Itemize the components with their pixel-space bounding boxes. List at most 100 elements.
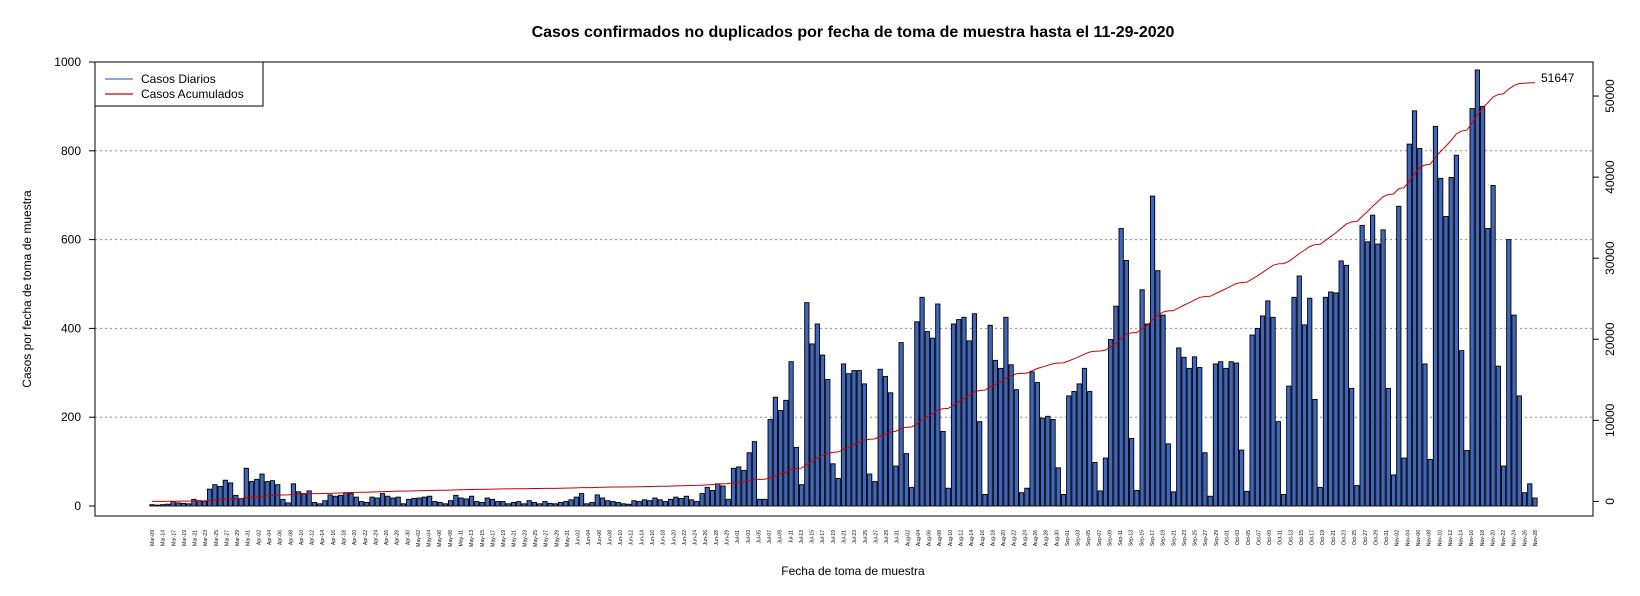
plot-frame: [94, 61, 1594, 517]
bar: [317, 503, 323, 507]
bar: [971, 313, 978, 507]
x-tick-label: Apr-28: [395, 530, 401, 545]
bar: [306, 490, 312, 507]
bar: [683, 495, 689, 507]
bar: [1160, 314, 1166, 507]
bar: [332, 495, 338, 507]
bar: [1328, 291, 1334, 507]
bar: [1155, 270, 1161, 507]
x-tick-label: Nov-26: [1522, 530, 1528, 546]
bar: [1511, 314, 1517, 507]
bar: [605, 500, 611, 507]
x-tick-label: Apr-06: [278, 530, 284, 545]
bar: [175, 502, 181, 507]
bar: [861, 383, 868, 507]
x-tick-label: Jul-29: [884, 530, 890, 544]
bar: [1092, 462, 1098, 507]
bar: [1233, 362, 1239, 507]
x-tick-label: Aug-24: [1022, 530, 1028, 546]
x-tick-label: Jul-23: [852, 530, 858, 544]
bar: [1432, 125, 1439, 507]
bar: [1050, 418, 1056, 507]
bar: [547, 502, 553, 507]
bar: [322, 500, 328, 507]
y-axis-label: Casos por fecha de toma de muestra: [20, 190, 34, 388]
x-tick-label: Sep-25: [1193, 530, 1199, 546]
bar: [1045, 415, 1051, 507]
y-tick-label: 0: [74, 499, 81, 513]
bar: [1134, 490, 1140, 507]
bar: [1176, 347, 1182, 507]
x-tick-label: Sep-03: [1076, 530, 1082, 546]
x-tick-label: Oct-29: [1373, 530, 1379, 545]
bar: [699, 493, 705, 507]
x-tick-label: Apr-18: [341, 530, 347, 545]
bar: [1495, 365, 1501, 507]
bar: [1055, 467, 1061, 507]
x-tick-label: Nov-16: [1469, 530, 1475, 546]
legend-label-cumulative: Casos Acumulados: [141, 87, 244, 101]
bar: [1385, 387, 1391, 507]
x-tick-label: Jul-15: [810, 530, 816, 544]
bar: [888, 392, 894, 507]
cumulative-end-label: 51647: [1541, 71, 1575, 85]
bar: [1239, 449, 1245, 507]
x-tick-label: Apr-04: [267, 530, 273, 545]
bar: [1223, 367, 1229, 507]
bar: [1322, 296, 1329, 507]
x-tick-label: Sep-29: [1214, 530, 1220, 546]
x-tick-label: Jun-20: [671, 530, 677, 546]
bar: [589, 501, 595, 507]
bar: [924, 331, 930, 507]
bar: [1448, 176, 1454, 507]
bar: [688, 499, 695, 507]
x-tick-label: Mar-25: [214, 530, 220, 546]
bar: [935, 303, 941, 507]
x-tick-label: Sep-21: [1171, 530, 1177, 546]
x-tick-label: Mar-31: [246, 530, 252, 546]
bar: [578, 493, 585, 507]
bar: [353, 496, 359, 507]
y2-tick-label: 20000: [1603, 322, 1617, 356]
bar: [1375, 243, 1381, 507]
bar: [851, 370, 857, 507]
bar: [1354, 485, 1360, 507]
x-tick-label: Oct-03: [1235, 530, 1241, 545]
x-tick-label: Aug-28: [1044, 530, 1050, 546]
bar: [1359, 224, 1365, 507]
x-tick-label: Nov-24: [1512, 530, 1518, 546]
bar: [992, 359, 999, 507]
bar: [201, 500, 207, 507]
bar: [647, 500, 653, 507]
y-tick-label: 600: [61, 233, 81, 247]
y-tick-label: 1000: [54, 55, 81, 69]
bar: [626, 503, 632, 507]
x-tick-label: Jun-26: [703, 530, 709, 546]
bar: [568, 499, 574, 507]
bar: [772, 396, 778, 507]
x-tick-label: Sep-13: [1129, 530, 1135, 546]
bar: [1149, 195, 1156, 507]
x-tick-label: Nov-14: [1459, 530, 1465, 546]
x-tick-label: Oct-27: [1363, 530, 1369, 545]
bar: [437, 501, 443, 507]
x-tick-label: Apr-30: [405, 530, 411, 545]
x-tick-label: May-17: [490, 530, 496, 547]
x-tick-label: Apr-14: [320, 530, 326, 545]
chart-title: Casos confirmados no duplicados por fech…: [532, 24, 1175, 41]
bar: [1097, 490, 1103, 507]
x-tick-label: Apr-16: [331, 530, 337, 545]
x-tick-label: Mar-14: [161, 530, 167, 546]
x-tick-label: Jun-08: [607, 530, 613, 546]
bar: [1343, 264, 1350, 507]
bar: [987, 324, 993, 507]
bar: [1087, 390, 1093, 507]
bar: [668, 498, 674, 507]
bar: [510, 501, 517, 507]
bar: [1333, 292, 1339, 507]
x-tick-label: Jul-19: [831, 530, 837, 544]
bar: [1516, 395, 1522, 507]
bar: [751, 441, 758, 507]
bar: [830, 463, 836, 507]
bar: [1464, 450, 1470, 507]
